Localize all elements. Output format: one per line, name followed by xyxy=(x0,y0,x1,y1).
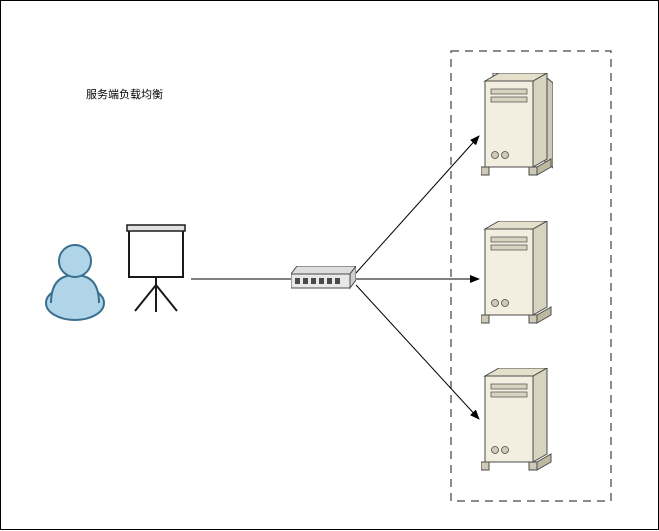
switch-icon xyxy=(291,266,356,290)
server3-icon xyxy=(481,368,553,473)
server2-icon xyxy=(481,221,553,326)
diagram-canvas: 服务端负载均衡 xyxy=(0,0,659,530)
user-icon xyxy=(44,241,106,321)
server1-icon xyxy=(481,73,553,178)
whiteboard-icon xyxy=(121,219,191,314)
edge-switch-server3 xyxy=(356,285,479,419)
edge-switch-server1 xyxy=(356,136,479,273)
